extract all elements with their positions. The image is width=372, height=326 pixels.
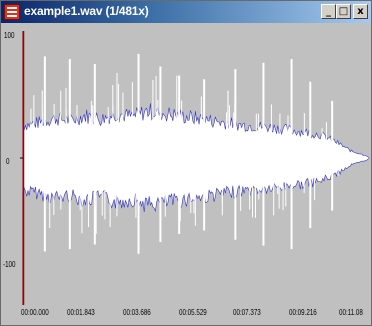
y-tick-label: 0 <box>6 157 10 166</box>
waveform-plot[interactable]: 100 0 -100 00:00.000 00:01.843 00:03.686… <box>1 23 371 325</box>
window-title: example1.wav (1/481x) <box>24 4 149 18</box>
x-tick-label: 00:07.373 <box>233 308 261 317</box>
maximize-button[interactable]: □ <box>336 4 351 19</box>
y-tick-label: -100 <box>3 260 16 269</box>
x-tick-label: 00:01.843 <box>67 308 95 317</box>
x-tick-label: 00:11.08 <box>339 308 363 317</box>
waveform-chart[interactable] <box>1 23 371 325</box>
x-tick-label: 00:05.529 <box>179 308 207 317</box>
waveform-core <box>23 130 369 186</box>
minimize-button[interactable]: _ <box>321 4 336 19</box>
close-button[interactable]: x <box>353 4 368 19</box>
x-tick-label: 00:03.686 <box>123 308 151 317</box>
x-tick-label: 00:00.000 <box>21 308 49 317</box>
app-icon[interactable] <box>4 4 20 20</box>
title-bar[interactable]: example1.wav (1/481x) _ □ x <box>1 1 371 23</box>
x-tick-label: 00:09.216 <box>289 308 317 317</box>
y-tick-label: 100 <box>4 31 15 40</box>
